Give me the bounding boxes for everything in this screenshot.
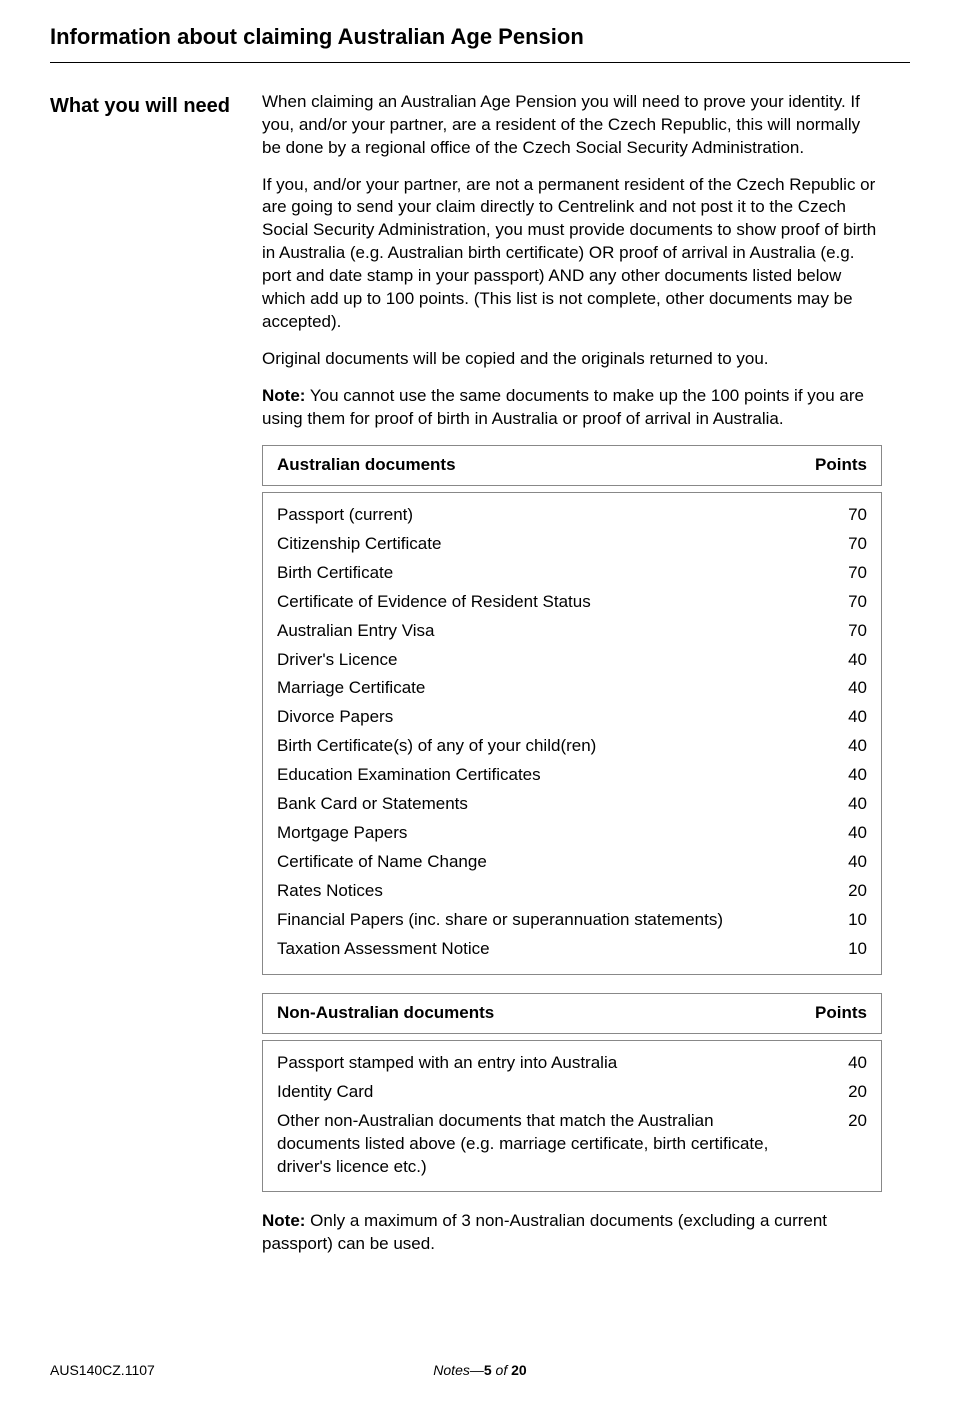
note-text: You cannot use the same documents to mak… [262, 386, 864, 428]
doc-name: Other non-Australian documents that matc… [277, 1110, 817, 1179]
aus-header-left: Australian documents [277, 454, 456, 477]
page-title: Information about claiming Australian Ag… [50, 22, 910, 63]
doc-points: 40 [817, 735, 867, 758]
doc-points: 40 [817, 793, 867, 816]
doc-points: 40 [817, 706, 867, 729]
doc-name: Birth Certificate(s) of any of your chil… [277, 735, 817, 758]
doc-name: Bank Card or Statements [277, 793, 817, 816]
table-row: Passport stamped with an entry into Aust… [277, 1049, 867, 1078]
content-row: What you will need When claiming an Aust… [50, 91, 910, 1271]
doc-points: 70 [817, 620, 867, 643]
doc-points: 70 [817, 562, 867, 585]
doc-name: Mortgage Papers [277, 822, 817, 845]
doc-name: Passport (current) [277, 504, 817, 527]
page: Information about claiming Australian Ag… [0, 0, 960, 1402]
note-text: Only a maximum of 3 non-Australian docum… [262, 1211, 827, 1253]
doc-points: 70 [817, 533, 867, 556]
doc-points: 70 [817, 591, 867, 614]
doc-name: Birth Certificate [277, 562, 817, 585]
doc-points: 10 [817, 909, 867, 932]
table-row: Education Examination Certificates40 [277, 761, 867, 790]
main-column: When claiming an Australian Age Pension … [262, 91, 910, 1271]
nonaus-table-header: Non-Australian documents Points [277, 1002, 867, 1025]
footer-page-current: 5 [484, 1362, 492, 1378]
table-row: Certificate of Evidence of Resident Stat… [277, 588, 867, 617]
table-row: Other non-Australian documents that matc… [277, 1107, 867, 1182]
doc-name: Identity Card [277, 1081, 817, 1104]
table-row: Bank Card or Statements40 [277, 790, 867, 819]
note-1: Note: You cannot use the same documents … [262, 385, 882, 431]
doc-name: Taxation Assessment Notice [277, 938, 817, 961]
doc-name: Driver's Licence [277, 649, 817, 672]
doc-points: 40 [817, 677, 867, 700]
doc-name: Certificate of Name Change [277, 851, 817, 874]
doc-points: 40 [817, 1052, 867, 1075]
footer-page-sep: of [492, 1362, 511, 1378]
table-row: Identity Card20 [277, 1078, 867, 1107]
doc-name: Certificate of Evidence of Resident Stat… [277, 591, 817, 614]
nonaus-table-body: Passport stamped with an entry into Aust… [262, 1040, 882, 1193]
doc-points: 70 [817, 504, 867, 527]
table-row: Marriage Certificate40 [277, 674, 867, 703]
footer-page-total: 20 [511, 1362, 527, 1378]
form-code: AUS140CZ.1107 [50, 1361, 155, 1380]
doc-points: 10 [817, 938, 867, 961]
table-row: Mortgage Papers40 [277, 819, 867, 848]
table-row: Passport (current)70 [277, 501, 867, 530]
table-row: Certificate of Name Change40 [277, 848, 867, 877]
doc-name: Divorce Papers [277, 706, 817, 729]
doc-points: 40 [817, 822, 867, 845]
table-row: Taxation Assessment Notice10 [277, 935, 867, 964]
table-row: Citizenship Certificate70 [277, 530, 867, 559]
note-label: Note: [262, 386, 305, 405]
doc-points: 40 [817, 764, 867, 787]
paragraph-2: If you, and/or your partner, are not a p… [262, 174, 882, 335]
paragraph-1: When claiming an Australian Age Pension … [262, 91, 882, 160]
table-row: Financial Papers (inc. share or superann… [277, 906, 867, 935]
side-heading: What you will need [50, 91, 262, 120]
table-row: Divorce Papers40 [277, 703, 867, 732]
doc-points: 40 [817, 649, 867, 672]
doc-name: Education Examination Certificates [277, 764, 817, 787]
aus-table-header-box: Australian documents Points [262, 445, 882, 486]
aus-table-body: Passport (current)70Citizenship Certific… [262, 492, 882, 975]
doc-name: Marriage Certificate [277, 677, 817, 700]
note-label: Note: [262, 1211, 305, 1230]
table-row: Driver's Licence40 [277, 646, 867, 675]
doc-name: Australian Entry Visa [277, 620, 817, 643]
doc-points: 20 [817, 1110, 867, 1133]
doc-points: 40 [817, 851, 867, 874]
table-row: Birth Certificate70 [277, 559, 867, 588]
nonaus-header-right: Points [815, 1002, 867, 1025]
doc-points: 20 [817, 880, 867, 903]
note-2: Note: Only a maximum of 3 non-Australian… [262, 1210, 882, 1256]
table-row: Australian Entry Visa70 [277, 617, 867, 646]
paragraph-3: Original documents will be copied and th… [262, 348, 882, 371]
doc-points: 20 [817, 1081, 867, 1104]
aus-header-right: Points [815, 454, 867, 477]
aus-table-header: Australian documents Points [277, 454, 867, 477]
nonaus-header-left: Non-Australian documents [277, 1002, 494, 1025]
nonaus-table-header-box: Non-Australian documents Points [262, 993, 882, 1034]
footer-page-indicator: Notes—5 of 20 [50, 1361, 910, 1380]
table-row: Birth Certificate(s) of any of your chil… [277, 732, 867, 761]
footer-notes-prefix: Notes— [433, 1362, 484, 1378]
doc-name: Financial Papers (inc. share or superann… [277, 909, 817, 932]
doc-name: Passport stamped with an entry into Aust… [277, 1052, 817, 1075]
table-row: Rates Notices20 [277, 877, 867, 906]
doc-name: Rates Notices [277, 880, 817, 903]
page-footer: AUS140CZ.1107 Notes—5 of 20 [50, 1361, 910, 1380]
doc-name: Citizenship Certificate [277, 533, 817, 556]
